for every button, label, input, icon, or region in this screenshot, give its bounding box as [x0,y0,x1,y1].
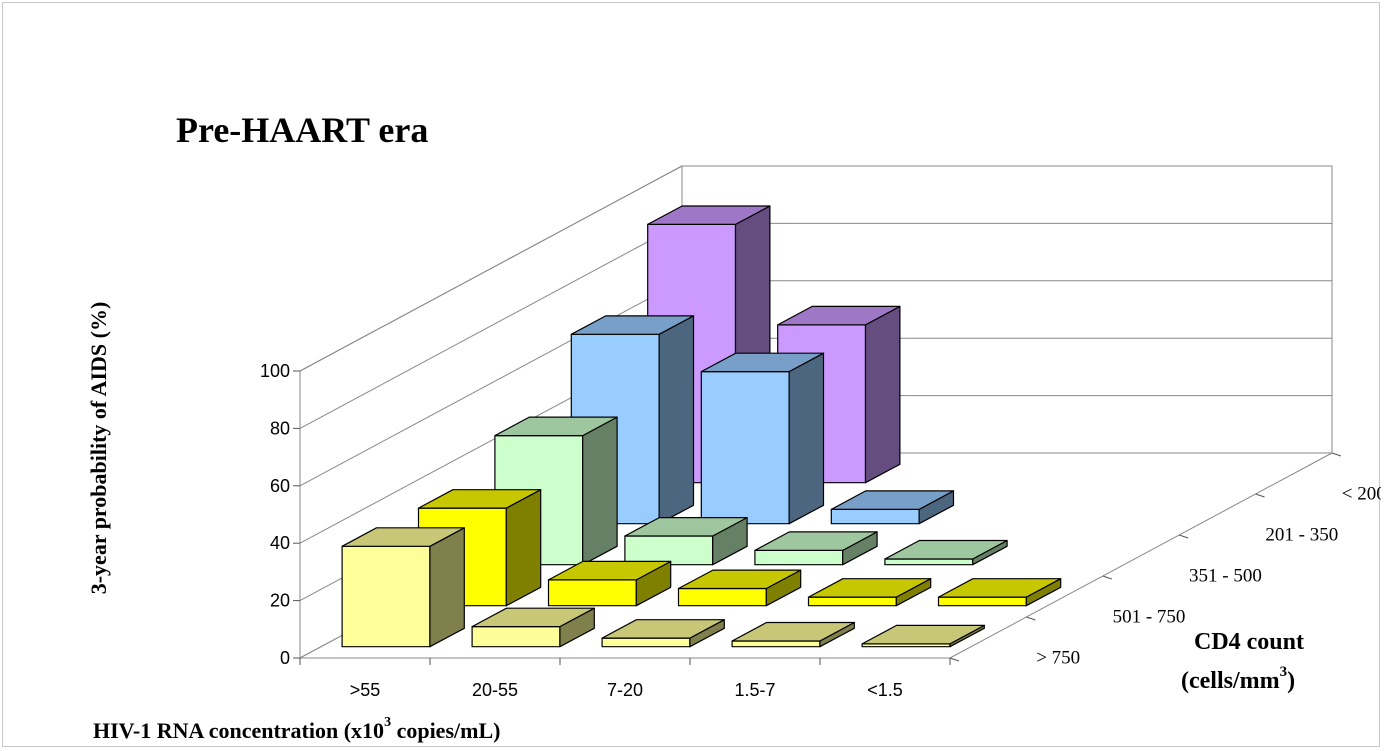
bar-side-face [429,527,465,648]
bar-front-face [601,637,691,648]
bar-top-face [937,578,1062,598]
bar-2-1 [677,569,802,607]
chart-svg: Pre-HAART era 0 20 40 60 80 100 >55 20-55 7-20 1… [86,110,1381,743]
bar-top-face [647,205,771,225]
bar-4-1 [937,578,1062,607]
bar-top-face [830,490,955,510]
x-tick-label: >55 [350,680,381,700]
z-tick-mark [1026,616,1036,621]
bar-top-face [807,578,932,598]
bar-top-face [731,621,855,642]
x-axis-ticks: >55 20-55 7-20 1.5-7 <1.5 [299,658,951,700]
bar-front-face [830,508,920,525]
bar-front-face [754,549,844,566]
bar-1-1 [547,560,672,607]
y-tick-label: 40 [270,533,290,553]
depth-tick-label: 201 - 350 [1265,525,1338,546]
bar-side-face [582,416,618,566]
depth-tick-label: 351 - 500 [1189,566,1262,587]
bar-side-face [864,305,901,484]
bar-2-2 [754,531,878,566]
bar-3-1 [807,578,932,607]
bar-top-face [471,607,595,628]
y-axis-title: 3-year probability of AIDS (%) [86,302,111,595]
z-tick-mark [1179,534,1189,539]
bar-top-face [861,624,985,645]
bar-2-0 [601,619,725,648]
bar-top-face [884,539,1008,560]
x-axis-title: HIV-1 RNA concentration (x103 copies/mL) [93,715,500,743]
bar-top-face [570,315,695,335]
bar-side-face [658,315,695,525]
bar-front-face [884,558,974,566]
depth-axis-title: CD4 count [1194,629,1304,655]
bar-top-face [494,416,618,437]
bar-top-face [341,527,465,547]
depth-tick-label: < 200 [1342,484,1381,505]
x-tick-label: 20-55 [472,680,518,700]
z-tick-mark [1331,452,1342,457]
y-tick-label: 100 [260,361,290,381]
bar-top-face [700,352,825,373]
z-tick-mark [949,657,960,662]
bar-top-face [624,516,748,537]
gridline-100 [299,165,1332,372]
bar-front-face [341,545,431,648]
bar-front-face [731,640,821,648]
x-tick-label: <1.5 [867,680,903,700]
bar-side-face [788,352,825,525]
depth-tick-label: 501 - 750 [1113,607,1186,628]
bar-front-face [807,596,897,607]
bar-front-face [547,579,637,607]
bar-side-face [505,489,542,607]
bar-4-0 [861,624,985,648]
bar-front-face [700,371,790,525]
y-tick-label: 20 [270,591,290,611]
bar-3-0 [731,621,855,648]
bar-1-2 [624,516,748,566]
bar-top-face [417,489,542,509]
x-tick-label: 1.5-7 [734,680,775,700]
bar-front-face [624,535,714,566]
bar-1-0 [471,607,595,648]
chart-title: Pre-HAART era [176,110,428,150]
bar-front-face [677,587,767,607]
bar-1-3 [700,352,825,525]
depth-tick-label: > 750 [1036,648,1080,669]
bar-2-3 [830,490,955,525]
y-tick-label: 0 [280,648,290,668]
x-tick-label: 7-20 [607,680,643,700]
y-axis-ticks: 0 20 40 60 80 100 [260,361,300,668]
bar-top-face [754,531,878,552]
chart-bars [341,205,1062,648]
bar-3-2 [884,539,1008,566]
bar-top-face [601,619,725,639]
bar-front-face [471,625,561,648]
y-tick-label: 80 [270,418,290,438]
bar-0-0 [341,527,465,648]
bar-top-face [547,560,672,581]
z-tick-mark [1102,575,1112,580]
bar-top-face [677,569,802,590]
depth-axis-title-units: (cells/mm3) [1181,664,1295,694]
bar-top-face [777,305,901,326]
bar-front-face [937,596,1027,607]
y-tick-label: 60 [270,476,290,496]
z-tick-mark [1255,493,1265,498]
